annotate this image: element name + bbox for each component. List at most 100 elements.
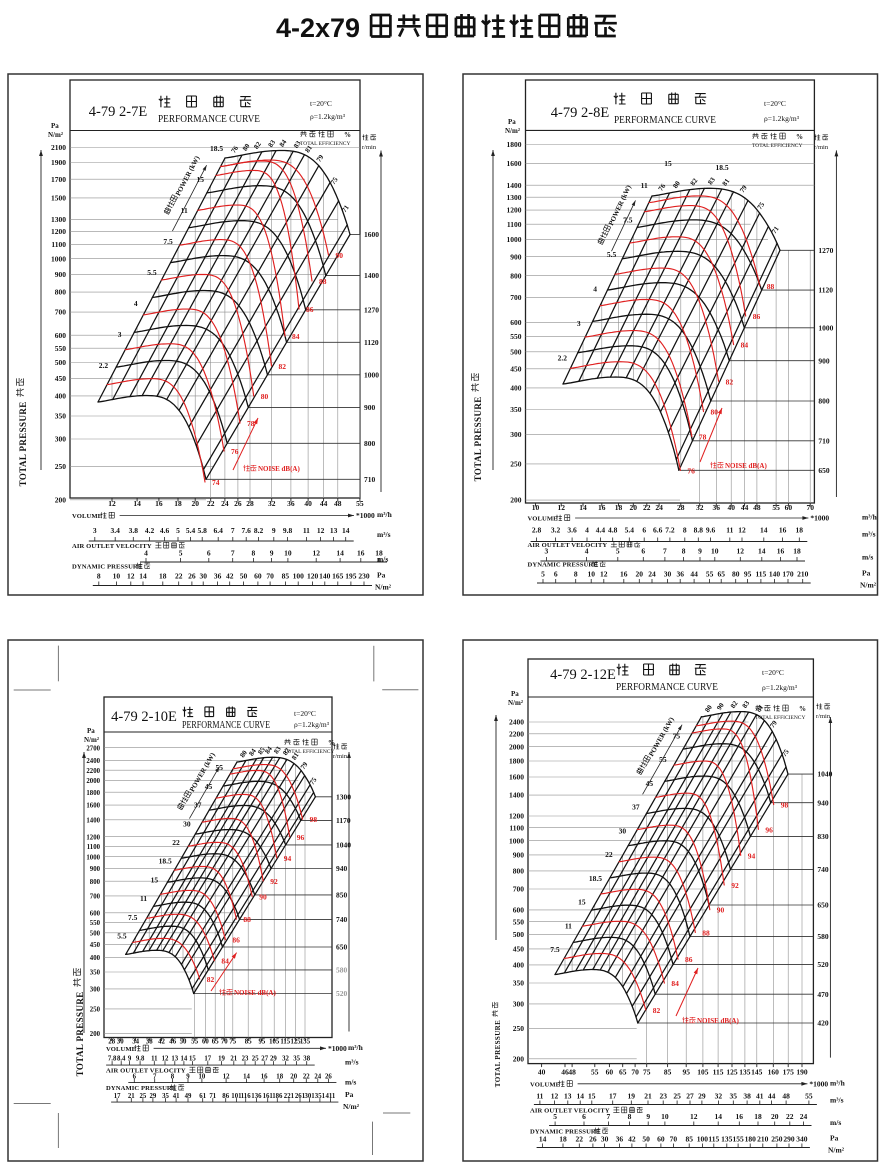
svg-text:55: 55 — [191, 1038, 198, 1045]
svg-text:2400: 2400 — [86, 758, 100, 765]
svg-text:1700: 1700 — [51, 175, 66, 184]
svg-text:90: 90 — [715, 701, 726, 712]
svg-text:11: 11 — [151, 1056, 158, 1063]
svg-text:1500: 1500 — [51, 194, 66, 203]
svg-text:115: 115 — [280, 1038, 290, 1045]
svg-text:NOISE dB(A): NOISE dB(A) — [697, 1017, 739, 1025]
svg-text:11: 11 — [565, 921, 572, 930]
svg-text:78: 78 — [699, 433, 707, 442]
svg-text:7: 7 — [153, 1074, 157, 1081]
svg-text:35: 35 — [162, 1093, 169, 1100]
svg-text:1800: 1800 — [507, 140, 522, 149]
svg-text:27: 27 — [686, 1091, 694, 1100]
svg-text:350: 350 — [513, 979, 525, 988]
svg-text:NOISE dB(A): NOISE dB(A) — [258, 465, 300, 473]
svg-text:34: 34 — [132, 1038, 139, 1045]
svg-text:22: 22 — [207, 499, 215, 508]
svg-text:29: 29 — [698, 1091, 706, 1100]
svg-text:Pa: Pa — [508, 118, 516, 126]
svg-text:9: 9 — [270, 549, 274, 558]
svg-text:N/m²: N/m² — [48, 131, 63, 139]
svg-text:4: 4 — [585, 526, 589, 535]
svg-text:88: 88 — [319, 277, 327, 286]
svg-text:DYNAMIC PRESSURE: DYNAMIC PRESSURE — [72, 564, 143, 571]
svg-text:12: 12 — [223, 1074, 230, 1081]
svg-text:37: 37 — [194, 801, 202, 810]
svg-text:115: 115 — [708, 1135, 719, 1144]
svg-text:22: 22 — [175, 572, 183, 581]
svg-text:2000: 2000 — [86, 778, 100, 785]
svg-text:470: 470 — [817, 990, 829, 999]
svg-text:4.8: 4.8 — [608, 526, 618, 535]
svg-text:DYNAMIC PRESSURE: DYNAMIC PRESSURE — [106, 1085, 177, 1092]
svg-text:24: 24 — [648, 570, 656, 579]
svg-text:18: 18 — [754, 1112, 762, 1121]
svg-text:550: 550 — [510, 332, 522, 341]
svg-text:1400: 1400 — [364, 271, 379, 280]
svg-text:10: 10 — [284, 549, 292, 558]
svg-text:TOTAL PRESSURE: TOTAL PRESSURE — [75, 991, 85, 1076]
svg-text:10: 10 — [532, 503, 540, 512]
svg-text:79: 79 — [315, 153, 326, 164]
svg-text:m³/s: m³/s — [830, 1095, 844, 1104]
svg-text:N/m²: N/m² — [860, 581, 877, 590]
svg-text:8: 8 — [574, 570, 578, 579]
svg-text:44: 44 — [690, 570, 698, 579]
svg-text:90: 90 — [336, 251, 344, 260]
svg-text:200: 200 — [513, 1054, 525, 1063]
svg-text:81: 81 — [290, 751, 301, 762]
svg-text:85: 85 — [256, 745, 267, 756]
svg-text:200: 200 — [55, 495, 67, 504]
svg-text:10: 10 — [711, 547, 719, 556]
svg-text:50: 50 — [180, 1038, 187, 1045]
svg-text:95: 95 — [744, 570, 752, 579]
svg-text:1000: 1000 — [507, 235, 522, 244]
svg-text:800: 800 — [364, 439, 376, 448]
svg-text:38: 38 — [303, 1056, 310, 1063]
svg-text:N/m²: N/m² — [505, 127, 520, 135]
svg-text:88: 88 — [243, 915, 251, 924]
svg-text:75: 75 — [643, 1068, 651, 1077]
svg-text:2.2: 2.2 — [99, 361, 109, 370]
svg-text:2.8: 2.8 — [532, 526, 542, 535]
svg-text:155: 155 — [732, 1135, 744, 1144]
svg-text:12: 12 — [108, 499, 116, 508]
svg-text:79: 79 — [738, 183, 749, 194]
svg-text:350: 350 — [510, 405, 522, 414]
svg-text:900: 900 — [818, 356, 830, 365]
svg-text:44: 44 — [320, 499, 328, 508]
svg-text:14: 14 — [760, 526, 768, 535]
svg-text:14: 14 — [714, 1112, 722, 1121]
svg-text:9.6: 9.6 — [706, 526, 716, 535]
svg-text:42: 42 — [628, 1135, 636, 1144]
svg-text:3.8: 3.8 — [129, 526, 139, 535]
svg-text:136: 136 — [251, 1093, 262, 1100]
svg-text:28: 28 — [108, 1038, 115, 1045]
svg-text:m/s: m/s — [345, 1078, 356, 1087]
svg-text:1400: 1400 — [86, 817, 100, 824]
svg-text:49: 49 — [185, 1093, 192, 1100]
svg-text:12: 12 — [738, 526, 746, 535]
svg-text:18: 18 — [174, 499, 182, 508]
svg-text:15: 15 — [664, 159, 672, 168]
svg-text:70: 70 — [631, 1068, 639, 1077]
svg-text:t=20°C: t=20°C — [294, 709, 316, 718]
svg-text:96: 96 — [765, 825, 773, 834]
svg-text:25: 25 — [252, 1056, 259, 1063]
svg-text:3: 3 — [118, 330, 122, 339]
svg-text:900: 900 — [55, 270, 67, 279]
svg-text:%: % — [328, 739, 335, 747]
svg-text:2000: 2000 — [509, 742, 524, 751]
svg-text:88: 88 — [767, 282, 775, 291]
svg-text:11: 11 — [140, 894, 147, 903]
svg-text:t=20°C: t=20°C — [762, 668, 784, 677]
svg-text:140: 140 — [769, 570, 781, 579]
svg-text:9.8: 9.8 — [283, 526, 293, 535]
svg-text:7.5: 7.5 — [623, 215, 633, 224]
svg-text:116: 116 — [241, 1093, 251, 1100]
svg-text:60: 60 — [606, 1068, 614, 1077]
svg-text:550: 550 — [90, 920, 101, 927]
svg-text:65: 65 — [619, 1068, 627, 1077]
svg-text:8: 8 — [171, 1074, 175, 1081]
svg-text:5.4: 5.4 — [625, 526, 635, 535]
